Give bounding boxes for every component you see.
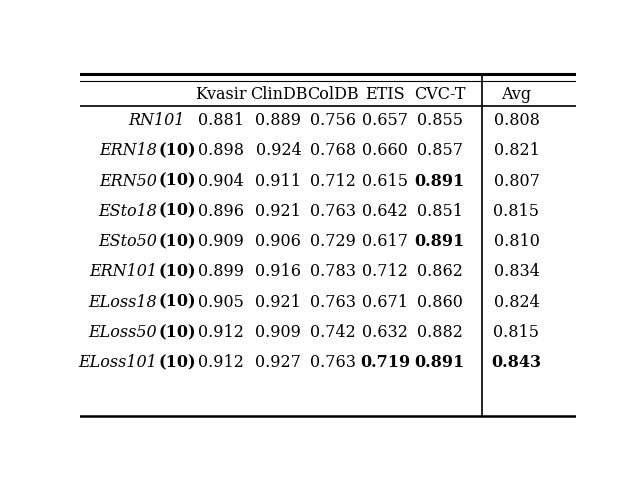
Text: 0.763: 0.763: [310, 354, 356, 372]
Text: 0.617: 0.617: [362, 233, 408, 250]
Text: 0.906: 0.906: [255, 233, 301, 250]
Text: 0.916: 0.916: [255, 264, 301, 280]
Text: ERN50: ERN50: [99, 172, 157, 190]
Text: 0.763: 0.763: [310, 294, 356, 311]
Text: Avg: Avg: [501, 86, 532, 103]
Text: 0.729: 0.729: [310, 233, 356, 250]
Text: Kvasir: Kvasir: [196, 86, 247, 103]
Text: 0.671: 0.671: [362, 294, 408, 311]
Text: 0.860: 0.860: [417, 294, 463, 311]
Text: 0.921: 0.921: [255, 203, 301, 220]
Text: 0.905: 0.905: [198, 294, 244, 311]
Text: 0.763: 0.763: [310, 203, 356, 220]
Text: 0.891: 0.891: [415, 172, 465, 190]
Text: ClinDB: ClinDB: [250, 86, 307, 103]
Text: ESto50: ESto50: [98, 233, 157, 250]
Text: (10): (10): [158, 264, 196, 280]
Text: 0.815: 0.815: [493, 324, 540, 341]
Text: 0.843: 0.843: [492, 354, 541, 372]
Text: 0.851: 0.851: [417, 203, 463, 220]
Text: 0.912: 0.912: [198, 324, 244, 341]
Text: ELoss50: ELoss50: [88, 324, 157, 341]
Text: 0.855: 0.855: [417, 112, 463, 129]
Text: ERN101: ERN101: [89, 264, 157, 280]
Text: 0.615: 0.615: [362, 172, 408, 190]
Text: 0.807: 0.807: [493, 172, 540, 190]
Text: 0.882: 0.882: [417, 324, 463, 341]
Text: 0.891: 0.891: [415, 354, 465, 372]
Text: RN101: RN101: [129, 112, 185, 129]
Text: 0.891: 0.891: [415, 233, 465, 250]
Text: 0.912: 0.912: [198, 354, 244, 372]
Text: 0.810: 0.810: [493, 233, 540, 250]
Text: (10): (10): [158, 142, 196, 159]
Text: 0.712: 0.712: [362, 264, 408, 280]
Text: CVC-T: CVC-T: [414, 86, 465, 103]
Text: (10): (10): [158, 294, 196, 311]
Text: 0.742: 0.742: [310, 324, 356, 341]
Text: 0.719: 0.719: [360, 354, 410, 372]
Text: (10): (10): [158, 203, 196, 220]
Text: (10): (10): [158, 172, 196, 190]
Text: 0.660: 0.660: [362, 142, 408, 159]
Text: 0.857: 0.857: [417, 142, 463, 159]
Text: 0.642: 0.642: [362, 203, 408, 220]
Text: ETIS: ETIS: [365, 86, 405, 103]
Text: 0.924: 0.924: [255, 142, 301, 159]
Text: 0.899: 0.899: [198, 264, 244, 280]
Text: ESto18: ESto18: [98, 203, 157, 220]
Text: 0.824: 0.824: [493, 294, 540, 311]
Text: 0.712: 0.712: [310, 172, 356, 190]
Text: 0.834: 0.834: [493, 264, 540, 280]
Text: 0.768: 0.768: [310, 142, 356, 159]
Text: 0.783: 0.783: [310, 264, 356, 280]
Text: 0.756: 0.756: [310, 112, 356, 129]
Text: 0.904: 0.904: [198, 172, 244, 190]
Text: (10): (10): [158, 354, 196, 372]
Text: 0.909: 0.909: [255, 324, 301, 341]
Text: (10): (10): [158, 324, 196, 341]
Text: ELoss101: ELoss101: [78, 354, 157, 372]
Text: 0.815: 0.815: [493, 203, 540, 220]
Text: 0.911: 0.911: [255, 172, 301, 190]
Text: 0.632: 0.632: [362, 324, 408, 341]
Text: ERN18: ERN18: [99, 142, 157, 159]
Text: 0.657: 0.657: [362, 112, 408, 129]
Text: 0.821: 0.821: [493, 142, 540, 159]
Text: 0.889: 0.889: [255, 112, 301, 129]
Text: 0.909: 0.909: [198, 233, 244, 250]
Text: ColDB: ColDB: [307, 86, 359, 103]
Text: 0.898: 0.898: [198, 142, 244, 159]
Text: (10): (10): [158, 233, 196, 250]
Text: ELoss18: ELoss18: [88, 294, 157, 311]
Text: 0.881: 0.881: [198, 112, 244, 129]
Text: 0.862: 0.862: [417, 264, 463, 280]
Text: 0.921: 0.921: [255, 294, 301, 311]
Text: 0.927: 0.927: [255, 354, 301, 372]
Text: 0.896: 0.896: [198, 203, 244, 220]
Text: 0.808: 0.808: [493, 112, 540, 129]
